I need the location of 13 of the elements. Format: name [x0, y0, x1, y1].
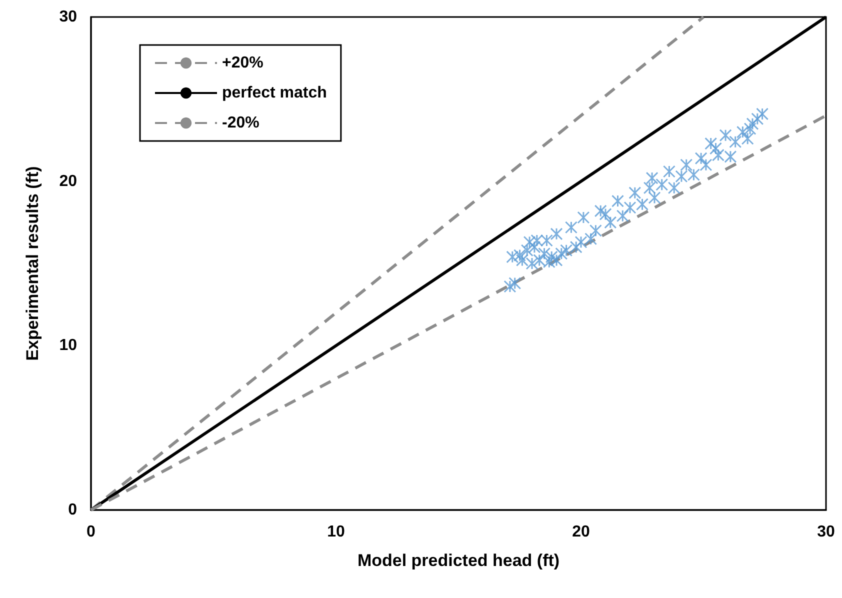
legend-label: -20% [222, 114, 260, 132]
legend-label: perfect match [222, 84, 327, 102]
x-tick-label: 10 [327, 524, 345, 540]
x-tick-label: 20 [572, 524, 590, 540]
x-tick-label: 0 [86, 524, 96, 540]
x-tick-label: 30 [817, 524, 835, 540]
x-axis-title: Model predicted head (ft) [357, 551, 560, 570]
legend-label: +20% [222, 54, 264, 72]
y-tick-label: 10 [59, 337, 78, 354]
y-tick-label: 20 [59, 172, 78, 190]
y-axis-title: Experimental results (ft) [23, 166, 42, 361]
y-tick-label: 30 [59, 8, 78, 26]
y-tick-label: 0 [68, 502, 78, 518]
